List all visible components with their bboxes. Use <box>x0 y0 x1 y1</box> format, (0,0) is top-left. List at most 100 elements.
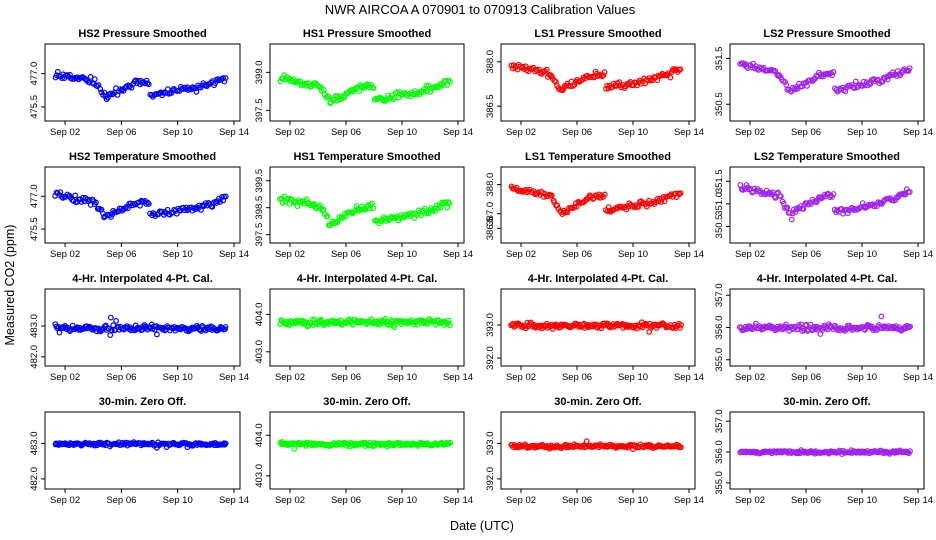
data-point <box>830 68 837 75</box>
plot-frame <box>269 166 465 244</box>
data-point <box>338 93 344 100</box>
data-point <box>353 85 360 92</box>
panel-ls2-15: 30-min. Zero Off. 355.0 356.0 357.0 Sep 02 Se… <box>714 396 933 506</box>
y-tick-label: 482.0 <box>29 345 40 369</box>
x-tick-label: Sep 14 <box>443 495 473 506</box>
data-point <box>415 207 422 214</box>
y-tick-label: 483.0 <box>29 314 40 338</box>
data-point <box>658 199 664 205</box>
data-point <box>370 205 377 212</box>
x-tick-label: Sep 14 <box>219 495 249 506</box>
data-point <box>635 203 642 210</box>
x-tick-label: Sep 10 <box>618 127 648 138</box>
panel-ls1-2: LS1 Pressure Smoothed 386.5 388.0 Sep 02 Sep… <box>485 28 704 138</box>
panel-hs2-12: 30-min. Zero Off. 482.0 483.0 Sep 02 Sep 06 S… <box>29 396 249 506</box>
x-tick-label: Sep 14 <box>674 495 704 506</box>
data-point <box>424 88 430 94</box>
panel-title: LS1 Pressure Smoothed <box>534 28 661 40</box>
data-point <box>220 197 227 204</box>
data-point <box>324 93 331 99</box>
x-tick-label: Sep 14 <box>903 249 933 260</box>
data-point <box>782 79 788 85</box>
panel-hs2-0: HS2 Pressure Smoothed 475.5 477.0 Sep 02 Sep… <box>29 28 249 138</box>
data-point <box>678 322 684 328</box>
panel-ls1-10: 4-Hr. Interpolated 4-Pt. Cal. 392.0 393.0 S… <box>485 273 704 383</box>
x-tick-label: Sep 10 <box>387 372 417 383</box>
data-point <box>294 203 301 210</box>
data-point <box>536 66 542 73</box>
data-point <box>420 88 427 95</box>
plot-frame <box>729 411 925 490</box>
x-tick-label: Sep 06 <box>562 372 592 383</box>
plot-frame <box>500 288 696 367</box>
x-tick-label: Sep 06 <box>562 127 592 138</box>
data-point <box>137 202 143 209</box>
x-tick-label: Sep 06 <box>106 495 136 506</box>
data-point <box>366 205 373 212</box>
data-point <box>851 85 858 91</box>
y-tick-label: 350.5 <box>714 92 725 116</box>
x-tick-label: Sep 02 <box>735 372 765 383</box>
panel-ls2-3: LS2 Pressure Smoothed 350.5 351.5 Sep 02 Sep… <box>714 28 933 138</box>
y-tick-label: 351.5 <box>714 169 725 193</box>
x-tick-label: Sep 14 <box>219 249 249 260</box>
y-tick-label: 356.0 <box>714 440 725 464</box>
data-point <box>605 204 612 211</box>
plot-frame <box>269 43 465 122</box>
plot-frame <box>729 166 925 244</box>
x-tick-label: Sep 06 <box>562 495 592 506</box>
data-point <box>104 94 111 101</box>
x-tick-label: Sep 10 <box>387 495 417 506</box>
plot-frame <box>269 288 465 367</box>
data-point <box>93 199 99 206</box>
x-tick-label: Sep 02 <box>50 495 80 506</box>
data-point <box>390 322 397 329</box>
x-tick-label: Sep 14 <box>903 372 933 383</box>
y-tick-label: 403.0 <box>254 464 265 488</box>
x-tick-label: Sep 10 <box>847 127 877 138</box>
x-tick-label: Sep 10 <box>163 372 193 383</box>
data-point <box>221 78 228 85</box>
data-point <box>107 314 114 321</box>
panel-hs1-13: 30-min. Zero Off. 403.0 404.0 Sep 02 Sep 06 S… <box>254 396 473 506</box>
panel-title: LS1 Temperature Smoothed <box>525 151 671 163</box>
data-point <box>600 72 607 79</box>
y-tick-label: 393.0 <box>485 313 496 337</box>
y-tick-label: 404.0 <box>254 303 265 327</box>
x-tick-label: Sep 10 <box>618 249 648 260</box>
panel-title: HS2 Pressure Smoothed <box>78 28 206 40</box>
data-point <box>758 191 765 198</box>
y-tick-label: 388.0 <box>485 173 496 197</box>
data-point <box>122 205 129 212</box>
panel-hs2-8: 4-Hr. Interpolated 4-Pt. Cal. 482.0 483.0 S… <box>29 273 249 383</box>
data-point <box>91 76 98 83</box>
data-point <box>548 192 555 199</box>
y-axis-label: Measured CO2 (ppm) <box>3 225 17 346</box>
data-point <box>800 448 806 455</box>
data-point <box>222 440 229 447</box>
data-point <box>817 194 824 201</box>
panel-title: HS1 Temperature Smoothed <box>293 151 440 163</box>
y-tick-label: 357.0 <box>714 283 725 307</box>
x-tick-label: Sep 10 <box>847 495 877 506</box>
data-point <box>571 81 578 88</box>
data-point <box>325 94 332 100</box>
y-tick-label: 475.5 <box>29 217 40 241</box>
y-tick-label: 357.0 <box>714 409 725 433</box>
x-tick-label: Sep 10 <box>163 127 193 138</box>
data-point <box>222 324 229 330</box>
plot-frame <box>729 43 925 122</box>
x-tick-label: Sep 02 <box>50 249 80 260</box>
y-tick-label: 403.0 <box>254 340 265 364</box>
data-point <box>676 191 683 198</box>
data-point <box>353 203 360 210</box>
data-point <box>777 193 784 200</box>
data-point <box>793 206 800 213</box>
x-tick-label: Sep 02 <box>506 127 536 138</box>
x-tick-label: Sep 06 <box>791 127 821 138</box>
x-tick-label: Sep 02 <box>506 372 536 383</box>
data-point <box>906 65 913 71</box>
panel-ls1-14: 30-min. Zero Off. 392.0 393.0 Sep 02 Sep 06 S… <box>485 396 704 506</box>
data-point <box>643 322 650 328</box>
